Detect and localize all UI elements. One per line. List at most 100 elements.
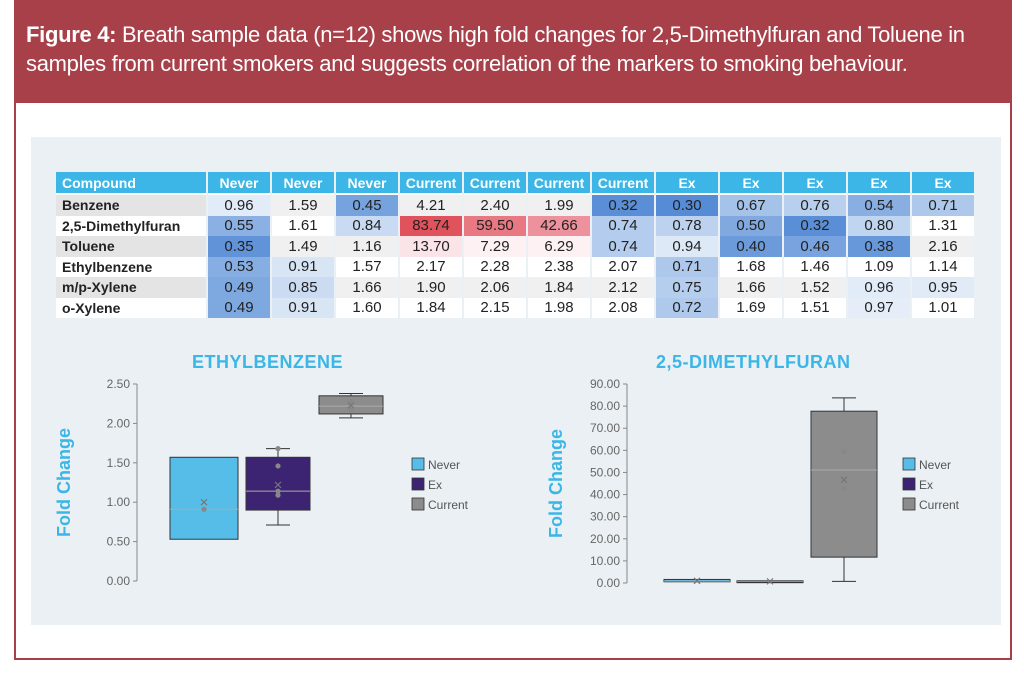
table-cell: 1.59 [272,195,334,216]
table-cell: 0.97 [848,297,910,318]
table-cell: 0.45 [336,195,398,216]
table-cell: 2.16 [912,236,974,257]
compound-name: 2,5-Dimethylfuran [56,215,206,236]
compound-name: Benzene [56,195,206,216]
table-cell: 4.21 [400,195,462,216]
legend-swatch-ex [902,477,916,491]
table-cell: 0.95 [912,277,974,298]
y-tick-label: 40.00 [590,488,620,502]
table-cell: 0.38 [848,236,910,257]
table-header-row: Compound Never Never Never Current Curre… [56,172,974,195]
ethylbenzene-chart-title: ETHYLBENZENE [192,352,344,372]
legend-label: Never [919,458,951,472]
table-header-col: Ex [912,172,974,195]
table-cell: 7.29 [464,236,526,257]
y-tick-label: 0.00 [597,576,621,590]
legend-label: Current [919,498,960,512]
table-cell: 2.17 [400,256,462,277]
mean-marker [766,577,774,585]
box-ex [245,456,311,511]
table-cell: 2.08 [592,297,654,318]
y-tick-label: 80.00 [590,399,620,413]
legend-label: Never [428,458,460,472]
table-header-col: Current [400,172,462,195]
table-cell: 1.66 [720,277,782,298]
mean-marker [840,476,848,484]
y-tick-label: 10.00 [590,554,620,568]
table-header-col: Ex [720,172,782,195]
y-tick-label: 1.50 [107,456,131,470]
y-tick-label: 0.50 [107,535,131,549]
legend-swatch-never [902,457,916,471]
table-cell: 1.46 [784,256,846,277]
compound-name: Toluene [56,236,206,257]
figure-header: Figure 4: Breath sample data (n=12) show… [14,0,1012,103]
table-cell: 2.15 [464,297,526,318]
y-tick-label: 90.00 [590,377,620,391]
table-cell: 0.40 [720,236,782,257]
table-header-col: Current [528,172,590,195]
table-cell: 1.98 [528,297,590,318]
table-cell: 1.66 [336,277,398,298]
table-cell: 0.80 [848,215,910,236]
legend-swatch-current [411,497,425,511]
table-header-compound: Compound [56,172,206,195]
table-header-col: Ex [784,172,846,195]
table-cell: 59.50 [464,215,526,236]
mean-marker [274,481,282,489]
table-row: m/p-Xylene 0.49 0.85 1.66 1.90 2.06 1.84 2.12 0.… [56,277,974,298]
table-header-col: Ex [848,172,910,195]
table-cell: 0.50 [720,215,782,236]
y-axis-label: Fold Change [54,428,74,537]
table-row: Toluene 0.35 1.49 1.16 13.70 7.29 6.29 0.74 0.94… [56,236,974,257]
table-cell: 83.74 [400,215,462,236]
table-cell: 2.06 [464,277,526,298]
data-point [275,446,281,452]
table-cell: 1.01 [912,297,974,318]
table-cell: 0.94 [656,236,718,257]
table-cell: 0.96 [208,195,270,216]
compound-name: Ethylbenzene [56,256,206,277]
table-cell: 1.31 [912,215,974,236]
data-point [201,506,207,512]
table-cell: 0.74 [592,215,654,236]
table-cell: 0.54 [848,195,910,216]
table-cell: 0.67 [720,195,782,216]
table-cell: 0.91 [272,297,334,318]
data-point [841,486,847,492]
table-cell: 1.90 [400,277,462,298]
compound-name: m/p-Xylene [56,277,206,298]
table-cell: 0.78 [656,215,718,236]
table-cell: 2.40 [464,195,526,216]
table-header-col: Never [336,172,398,195]
table-header-col: Current [464,172,526,195]
dimethylfuran-boxplot: 0.00 10.00 20.00 30.00 40.00 50.00 60.00 70.00 8… [546,377,960,590]
data-point [348,398,354,404]
dimethylfuran-chart-title: 2,5-DIMETHYLFURAN [656,352,851,372]
table-cell: 1.99 [528,195,590,216]
y-tick-label: 1.00 [107,495,131,509]
y-axis-label: Fold Change [546,429,566,538]
legend-label: Ex [428,478,442,492]
table-row: o-Xylene 0.49 0.91 1.60 1.84 2.15 1.98 2.08 0.72… [56,297,974,318]
table-cell: 0.71 [912,195,974,216]
table-cell: 0.53 [208,256,270,277]
table-cell: 0.85 [272,277,334,298]
table-cell: 2.28 [464,256,526,277]
table-cell: 1.84 [400,297,462,318]
table-cell: 42.66 [528,215,590,236]
y-tick-label: 2.50 [107,377,131,391]
table-cell: 1.51 [784,297,846,318]
table-cell: 1.52 [784,277,846,298]
table-cell: 1.68 [720,256,782,277]
table-cell: 0.55 [208,215,270,236]
table-cell: 1.61 [272,215,334,236]
table-cell: 6.29 [528,236,590,257]
y-tick-label: 70.00 [590,421,620,435]
table-cell: 0.96 [848,277,910,298]
table-cell: 13.70 [400,236,462,257]
table-header-col: Never [208,172,270,195]
fold-change-table: Compound Never Never Never Current Curre… [54,172,976,318]
mean-marker [347,401,355,409]
table-cell: 0.49 [208,297,270,318]
